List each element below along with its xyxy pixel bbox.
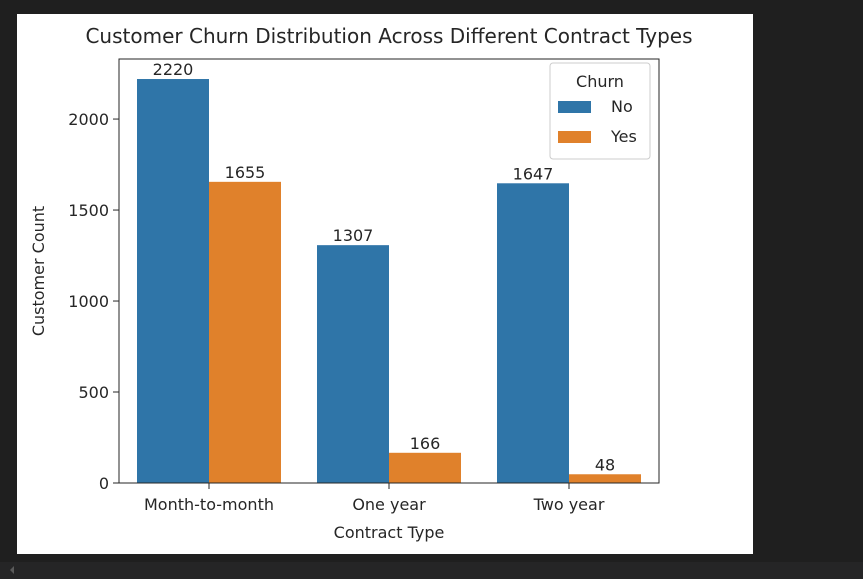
bar-value-label: 1647 xyxy=(513,164,554,183)
bar-two-year-yes xyxy=(569,474,641,483)
legend-label-yes: Yes xyxy=(610,127,637,146)
bar-value-label: 2220 xyxy=(153,60,194,79)
legend-swatch-yes xyxy=(558,131,591,143)
horizontal-scrollbar[interactable] xyxy=(0,562,863,579)
x-axis: Month-to-month One year Two year xyxy=(144,483,605,514)
plot-frame xyxy=(118,58,660,484)
legend-title: Churn xyxy=(576,72,624,91)
value-labels-group: 2220 1307 1647 1655 166 48 xyxy=(153,60,616,474)
legend-label-no: No xyxy=(611,97,633,116)
y-axis-label: Customer Count xyxy=(29,206,48,336)
legend-swatch-no xyxy=(558,101,591,113)
y-tick-label: 0 xyxy=(99,474,109,493)
bar-month-to-month-no xyxy=(137,79,209,484)
y-tick-label: 1000 xyxy=(68,292,109,311)
x-tick-label: Month-to-month xyxy=(144,495,274,514)
bar-value-label: 1655 xyxy=(225,163,266,182)
x-axis-label: Contract Type xyxy=(334,523,445,542)
y-tick-label: 2000 xyxy=(68,110,109,129)
bar-one-year-no xyxy=(317,245,389,483)
y-tick-label: 500 xyxy=(78,383,109,402)
notebook-output-cell: Customer Churn Distribution Across Diffe… xyxy=(17,14,753,554)
chart-title: Customer Churn Distribution Across Diffe… xyxy=(85,24,692,48)
bar-value-label: 1307 xyxy=(333,226,374,245)
bar-value-label: 166 xyxy=(410,434,441,453)
bar-chart: Customer Churn Distribution Across Diffe… xyxy=(29,24,693,542)
bar-two-year-no xyxy=(497,183,569,484)
x-tick-label: One year xyxy=(352,495,426,514)
legend: Churn No Yes xyxy=(549,62,651,160)
bar-one-year-yes xyxy=(389,452,461,483)
x-tick-label: Two year xyxy=(533,495,605,514)
y-axis: 0 500 1000 1500 2000 xyxy=(68,110,119,493)
bar-month-to-month-yes xyxy=(209,181,281,483)
bars-group xyxy=(137,79,641,484)
bar-value-label: 48 xyxy=(595,455,615,474)
scroll-left-icon[interactable] xyxy=(10,566,14,574)
y-tick-label: 1500 xyxy=(68,201,109,220)
